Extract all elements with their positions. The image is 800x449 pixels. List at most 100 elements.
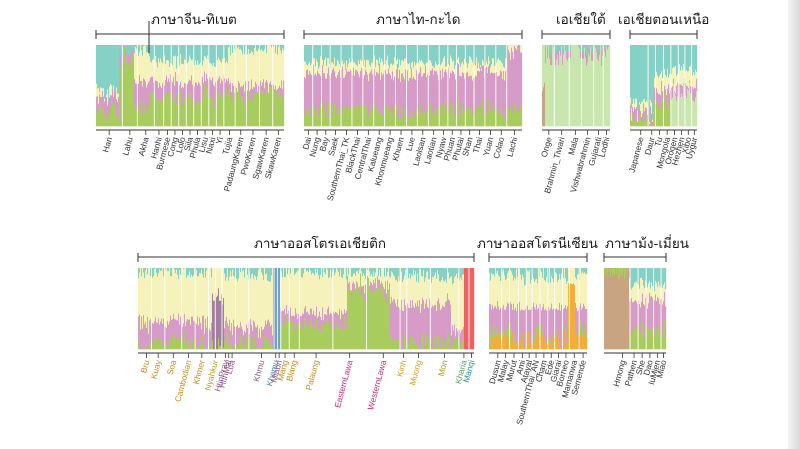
ancestry-segment [304,268,306,309]
ancestry-segment [391,63,393,80]
ancestry-segment [291,320,293,350]
ancestry-segment [659,45,661,77]
ancestry-segment [219,76,221,91]
ancestry-segment [315,66,317,74]
ancestry-segment [359,287,361,350]
ancestry-segment [409,268,411,274]
ancestry-segment [634,45,636,104]
ancestry-segment [426,76,428,111]
ancestry-segment [323,65,325,74]
ancestry-segment [338,61,340,73]
ancestry-segment [123,67,125,127]
ancestry-segment [201,269,203,330]
ancestry-segment [271,45,273,48]
ancestry-segment [218,78,220,92]
ancestry-segment [515,339,517,350]
ancestry-segment [200,45,202,63]
ancestry-segment [266,91,268,127]
ancestry-segment [211,347,213,350]
ancestry-segment [575,332,577,349]
ancestry-segment [422,45,424,63]
ancestry-segment [313,310,315,324]
ancestry-segment [631,45,633,109]
ancestry-segment [443,342,445,350]
ancestry-segment [498,114,500,127]
ancestry-segment [345,268,347,269]
ancestry-segment [580,51,582,59]
ancestry-segment [428,308,430,343]
ancestry-segment [346,104,348,127]
ancestry-segment [191,60,193,76]
group-title: ภาษาจีน-ทิเบต [151,12,237,28]
ancestry-segment [401,45,403,61]
ancestry-segment [439,346,441,350]
ancestry-segment [578,273,580,311]
ancestry-segment [317,70,319,110]
ancestry-segment [668,77,670,85]
ancestry-segment [645,280,647,299]
ancestry-segment [525,347,527,350]
ancestry-segment [559,46,561,52]
ancestry-segment [436,71,438,108]
ancestry-segment [262,45,264,52]
ancestry-segment [168,271,170,325]
ancestry-segment [493,45,495,59]
ancestry-segment [249,334,251,350]
ancestry-segment [520,340,522,350]
population-label: Lahu [120,136,135,157]
ancestry-segment [151,76,153,95]
ancestry-segment [147,268,149,275]
ancestry-segment [567,281,569,307]
ancestry-segment [639,268,641,290]
ancestry-segment [396,69,398,105]
ancestry-segment [159,268,161,325]
ancestry-segment [169,321,171,336]
ancestry-segment [492,73,494,105]
ancestry-segment [315,109,317,127]
ancestry-segment [200,103,202,127]
ancestry-segment [357,268,359,272]
ancestry-segment [272,268,274,336]
ancestry-segment [380,276,382,285]
ancestry-segment [419,341,421,350]
ancestry-segment [368,278,370,350]
ancestry-segment [413,76,415,119]
ancestry-segment [488,98,490,127]
ancestry-segment [252,330,254,347]
ancestry-segment [169,81,171,104]
ancestry-segment [294,275,296,317]
ancestry-segment [283,80,285,91]
ancestry-segment [266,268,268,274]
ancestry-segment [496,63,498,73]
ancestry-segment [129,45,131,127]
ancestry-segment [584,268,586,273]
ancestry-segment [336,113,338,127]
ancestry-segment [492,274,494,306]
ancestry-segment [182,343,184,350]
ancestry-segment [641,102,643,118]
ancestry-segment [648,268,650,284]
ancestry-segment [651,117,653,127]
ancestry-segment [230,268,232,272]
ancestry-segment [276,90,278,127]
ancestry-segment [258,85,260,94]
ancestry-segment [658,77,660,95]
ancestry-segment [557,268,559,283]
ancestry-segment [442,305,444,339]
ancestry-segment [325,268,327,275]
ancestry-segment [219,59,221,77]
ancestry-segment [217,268,219,296]
ancestry-segment [456,273,458,329]
ancestry-segment [397,281,399,300]
ancestry-segment [149,320,151,334]
ancestry-segment [162,345,164,350]
ancestry-segment [643,103,645,118]
ancestry-segment [690,45,692,67]
ancestry-segment [380,283,382,294]
population-label: Thai [471,136,485,154]
ancestry-segment [397,101,399,127]
ancestry-segment [309,108,311,127]
ancestry-segment [455,79,457,117]
ancestry-segment [222,58,224,82]
ancestry-segment [527,331,529,342]
